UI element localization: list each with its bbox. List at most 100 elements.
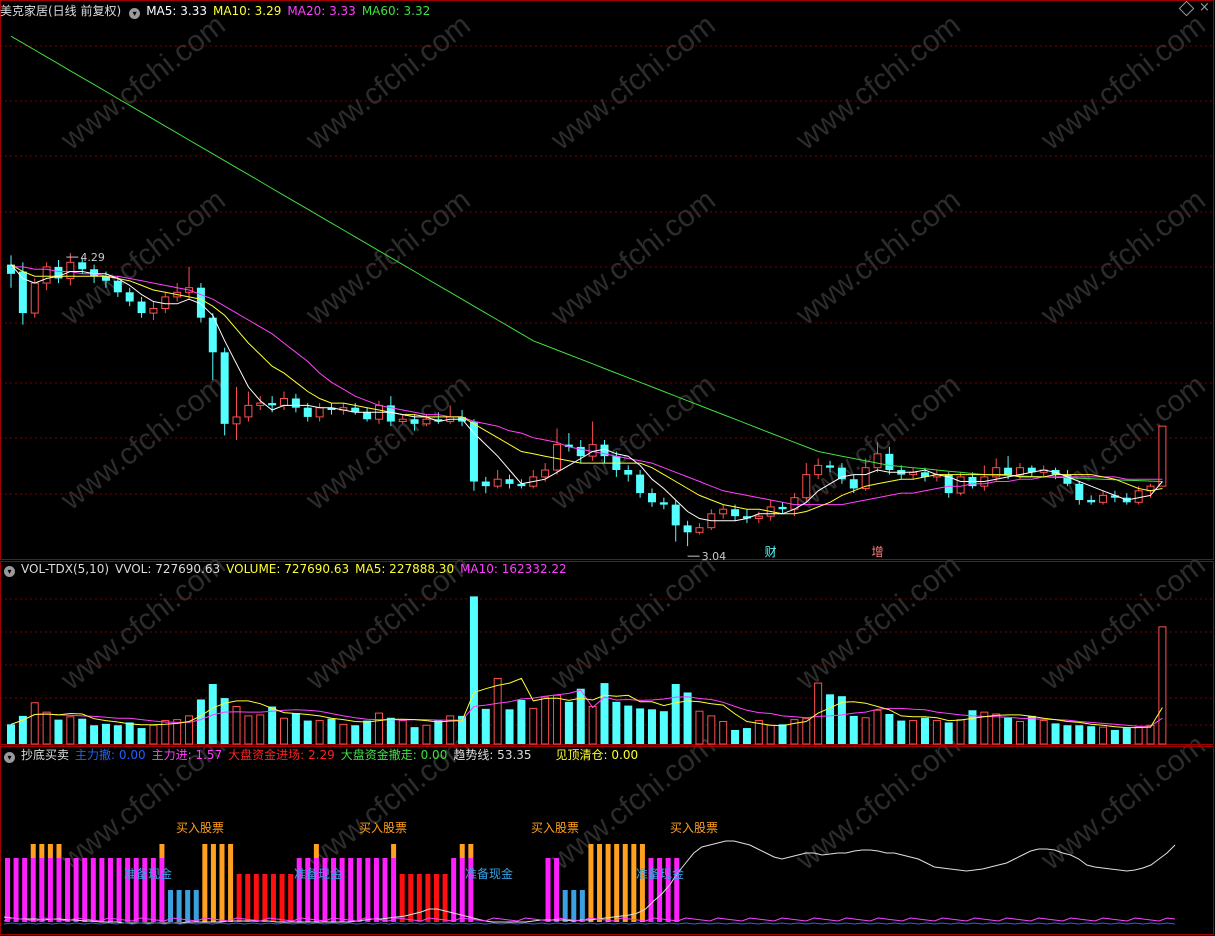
volume-bar — [196, 699, 205, 744]
volume-bar — [980, 711, 989, 745]
ma60-readout: MA60: 3.32 — [361, 4, 431, 18]
volume-bar — [920, 717, 929, 744]
candle-body — [327, 407, 336, 410]
volume-bar — [1039, 720, 1048, 745]
watermark-text: www.cfchi.com — [1034, 368, 1211, 517]
volume-bar — [802, 718, 811, 745]
signal-label: 买入股票 — [176, 821, 224, 835]
volume-bar — [18, 715, 27, 744]
candle-body — [244, 404, 253, 418]
signal-bar — [313, 858, 319, 922]
watermark-text: www.cfchi.com — [1034, 548, 1211, 697]
candle-body — [315, 407, 324, 418]
volume-bar — [493, 677, 502, 745]
volume-bar — [695, 710, 704, 745]
watermark-text: www.cfchi.com — [544, 368, 721, 517]
volume-bar — [244, 715, 253, 745]
volume-bar — [66, 716, 75, 745]
volume-bar — [1087, 726, 1096, 744]
candle-body — [647, 493, 656, 503]
candle-body — [66, 261, 75, 279]
volume-bar — [232, 706, 241, 745]
candle-body — [137, 301, 146, 314]
signal-bar — [288, 874, 294, 922]
candle-body — [469, 421, 478, 482]
signal-bar — [579, 890, 585, 922]
candle-body — [351, 407, 360, 413]
volume-bar — [458, 715, 467, 744]
signal-bar — [588, 844, 594, 922]
volume-bar — [707, 715, 716, 745]
volume-bar — [588, 706, 597, 745]
candle-body — [683, 525, 692, 533]
volume-bar — [517, 699, 526, 744]
panel-frame — [0, 561, 1214, 745]
volume-bar — [647, 709, 656, 744]
trend-line — [3, 840, 1176, 924]
volume-bar — [837, 696, 846, 744]
chevron-down-icon[interactable]: ▾ — [4, 566, 15, 577]
volume-bar — [161, 720, 170, 745]
candle-body — [434, 419, 443, 422]
volume-bar — [30, 702, 39, 745]
volume-bar — [327, 718, 336, 744]
candle-body — [944, 474, 953, 494]
buy-cap — [313, 844, 319, 858]
watermark-text: www.cfchi.com — [789, 548, 966, 697]
candle-body — [268, 403, 277, 406]
volume-bar — [173, 719, 182, 745]
signal-bar — [176, 890, 182, 922]
signal-bar — [262, 874, 268, 922]
volume-bar — [137, 728, 146, 744]
signal-bar — [279, 874, 285, 922]
indicator-lines — [3, 840, 1176, 925]
volume-bar — [1027, 715, 1036, 744]
zlj-readout: 主力进: 1.57 — [151, 748, 223, 762]
volume-bar — [505, 709, 514, 744]
signal-bar — [296, 858, 302, 922]
signal-bar — [356, 858, 362, 922]
candle-body — [636, 474, 645, 494]
close-icon[interactable]: × — [1199, 0, 1210, 15]
ma5-line — [10, 264, 1163, 522]
chevron-down-icon[interactable]: ▾ — [129, 8, 141, 19]
candle-body — [778, 506, 787, 510]
candle-body — [54, 266, 63, 279]
signal-bar — [5, 858, 10, 922]
volume-bar — [185, 715, 194, 745]
volume-bars[interactable] — [7, 596, 1167, 745]
buy-cap — [159, 844, 165, 858]
candle-body — [78, 262, 87, 270]
chevron-down-icon[interactable]: ▾ — [4, 752, 15, 763]
candle-body — [837, 467, 846, 480]
volume-bar — [113, 725, 122, 744]
signal-bar — [554, 858, 560, 922]
signal-bar — [597, 844, 603, 922]
candle-body — [161, 296, 170, 309]
volume-bar — [469, 596, 478, 744]
volume-bar — [992, 713, 1001, 745]
vvol-readout: VVOL: 727690.63 — [115, 562, 221, 576]
signal-bar — [468, 858, 474, 922]
signal-bar — [65, 858, 71, 922]
signal-bar — [245, 874, 251, 922]
signal-bar — [382, 858, 388, 922]
signal-bars[interactable] — [5, 844, 680, 922]
volume-bar — [1134, 726, 1143, 745]
volume-ma-lines — [10, 677, 1163, 729]
signal-bar — [150, 858, 156, 922]
candle-body — [7, 264, 15, 274]
candle-body — [1099, 494, 1108, 503]
signal-bar — [408, 874, 414, 922]
candle-body — [802, 474, 811, 499]
signal-label: 准备现金 — [465, 866, 513, 881]
signal-bar — [365, 858, 371, 922]
signal-label: 准备现金 — [294, 866, 342, 881]
volume-bar — [268, 706, 277, 744]
signal-bar — [614, 844, 620, 922]
moving-average-lines — [10, 35, 1163, 522]
vol-ma5-readout: MA5: 227888.30 — [355, 562, 455, 576]
candle-body — [1110, 495, 1119, 498]
volume-bar — [351, 725, 360, 744]
signal-label: 买入股票 — [670, 821, 718, 835]
